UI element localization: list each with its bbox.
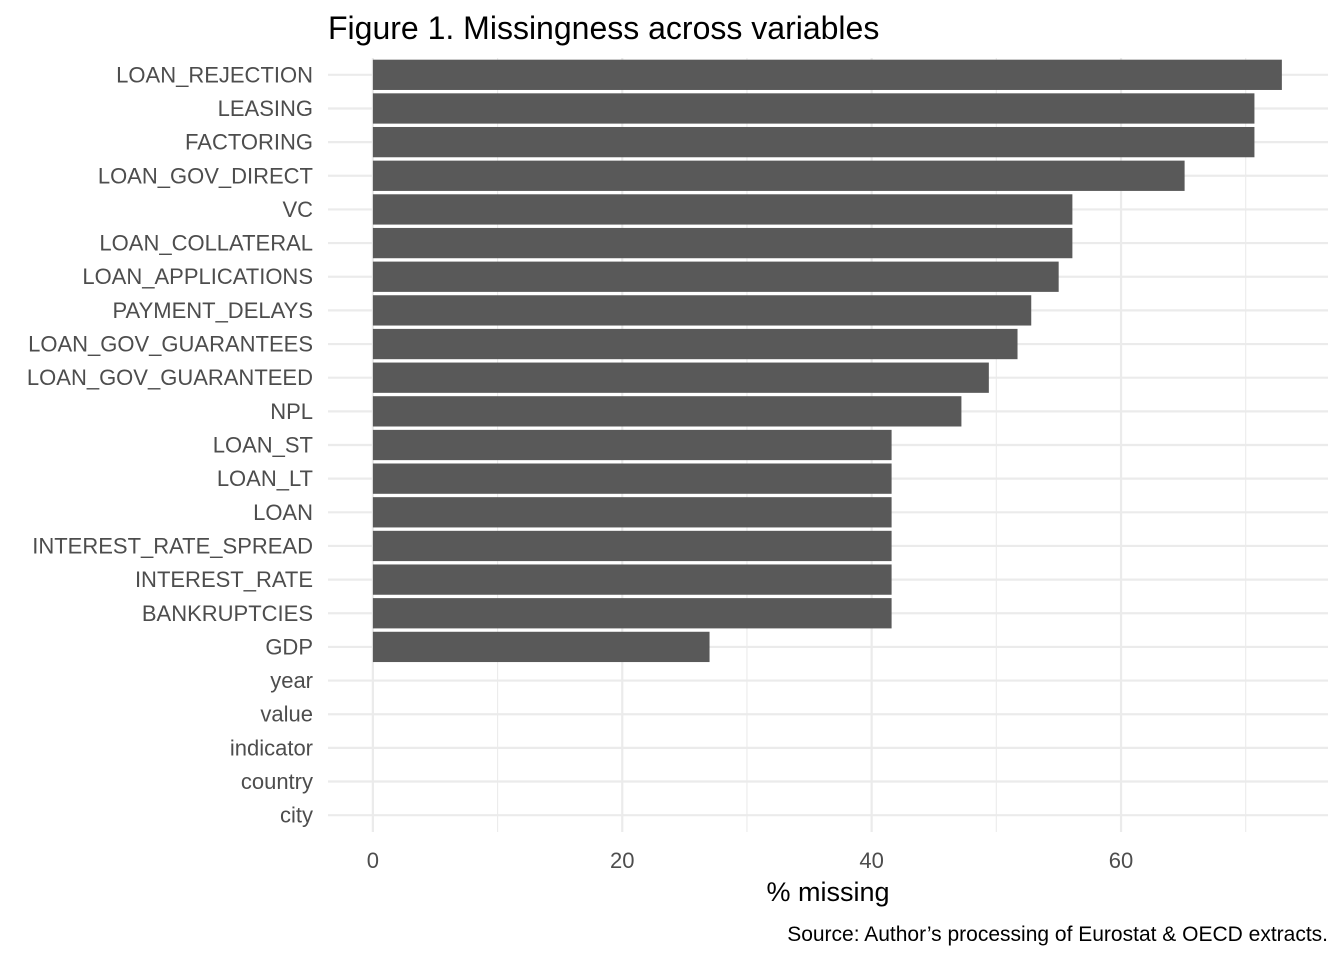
bar-loan-collateral: [372, 227, 1073, 259]
bar-vc: [372, 194, 1073, 225]
y-tick-label: indicator: [230, 735, 313, 760]
bar-loan-gov-direct: [372, 160, 1185, 191]
bar-loan-gov-guarantees: [372, 328, 1018, 360]
bars-layer: [372, 59, 1282, 663]
bar-loan-gov-guaranteed: [372, 362, 989, 393]
bar-loan-lt: [372, 463, 892, 494]
y-tick-label: city: [280, 803, 313, 828]
y-tick-labels: LOAN_REJECTION LEASING FACTORING LOAN_GOV_D…: [27, 62, 313, 827]
bar-interest-rate-spread: [372, 530, 892, 562]
y-tick-label: LOAN_APPLICATIONS: [82, 264, 313, 289]
x-tick-label: 40: [859, 848, 883, 873]
x-tick-labels: 0 20 40 60: [367, 848, 1133, 873]
y-tick-label: LOAN_LT: [217, 466, 313, 491]
y-tick-label: LOAN_ST: [213, 433, 313, 458]
bar-factoring: [372, 126, 1255, 158]
chart-title: Figure 1. Missingness across variables: [328, 10, 880, 46]
x-tick-label: 60: [1109, 848, 1133, 873]
y-tick-label: LOAN_GOV_GUARANTEES: [28, 332, 313, 357]
chart-caption: Source: Author’s processing of Eurostat …: [787, 923, 1328, 946]
y-tick-label: LOAN: [253, 500, 313, 525]
x-tick-label: 0: [367, 848, 379, 873]
bar-loan-rejection: [372, 59, 1282, 90]
y-tick-label: LOAN_REJECTION: [116, 62, 313, 87]
y-tick-label: FACTORING: [185, 130, 313, 155]
y-tick-label: BANKRUPTCIES: [142, 601, 313, 626]
bar-payment-delays: [372, 295, 1032, 326]
bar-loan: [372, 497, 892, 528]
y-tick-label: LEASING: [218, 96, 313, 121]
bar-leasing: [372, 93, 1255, 124]
y-tick-label: INTEREST_RATE: [135, 567, 313, 592]
x-axis-label: % missing: [766, 877, 889, 907]
y-tick-label: LOAN_GOV_DIRECT: [98, 163, 313, 188]
y-tick-label: INTEREST_RATE_SPREAD: [32, 533, 313, 558]
y-tick-label: year: [270, 668, 313, 693]
bar-npl: [372, 396, 962, 427]
x-tick-label: 20: [610, 848, 634, 873]
y-tick-label: VC: [282, 197, 313, 222]
y-tick-label: country: [241, 769, 313, 794]
y-tick-label: PAYMENT_DELAYS: [112, 298, 313, 323]
y-tick-label: GDP: [265, 634, 313, 659]
bar-loan-st: [372, 429, 892, 461]
y-tick-label: value: [260, 702, 313, 727]
bar-interest-rate: [372, 564, 892, 595]
bar-gdp: [372, 631, 710, 663]
bar-bankruptcies: [372, 598, 892, 629]
y-tick-label: LOAN_COLLATERAL: [99, 231, 313, 256]
y-tick-label: LOAN_GOV_GUARANTEED: [27, 365, 313, 390]
y-tick-label: NPL: [270, 399, 313, 424]
bar-loan-applications: [372, 261, 1059, 292]
